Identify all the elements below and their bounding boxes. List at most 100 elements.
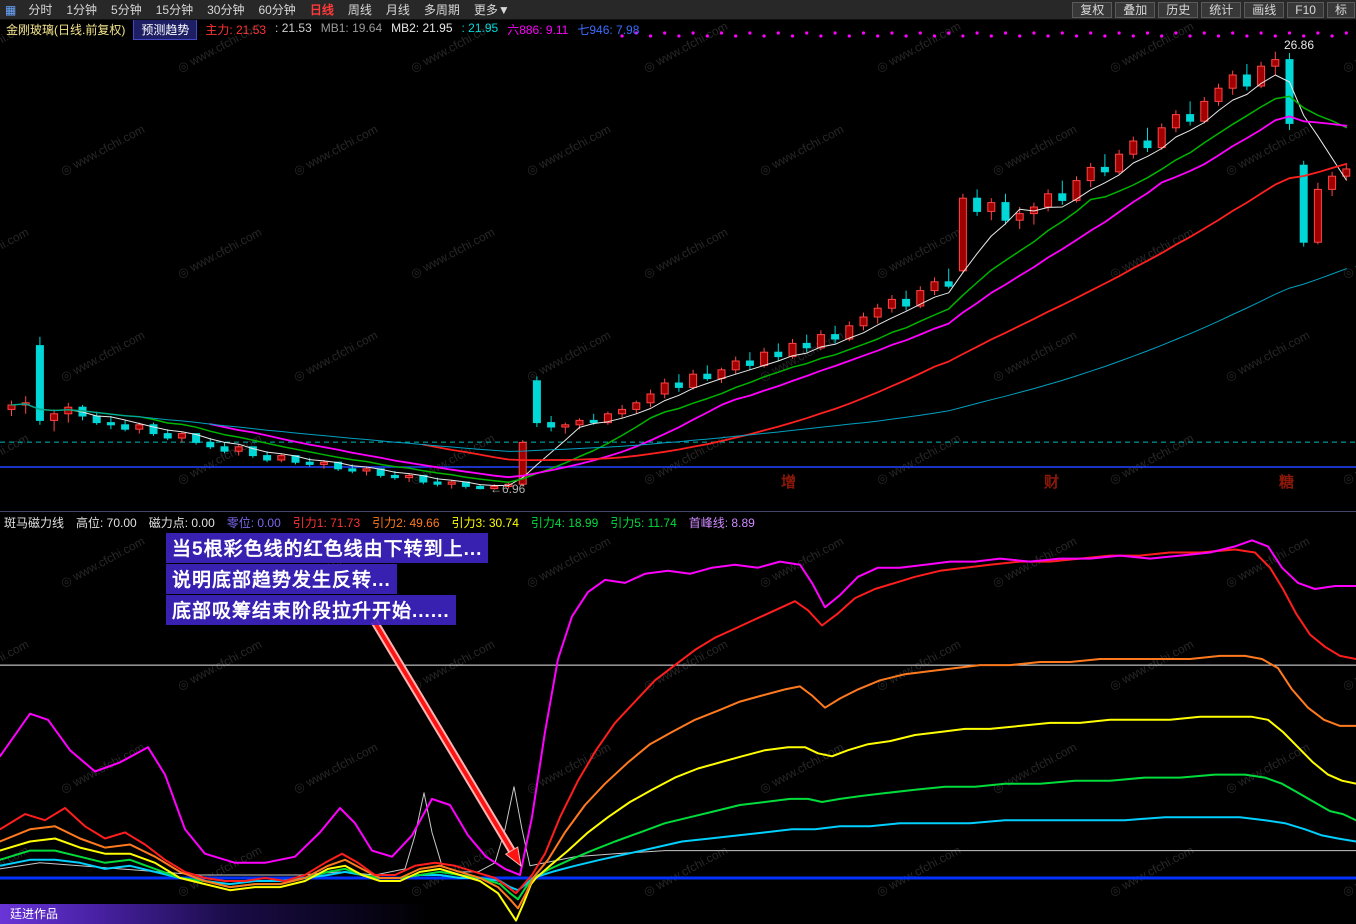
toolbar-item-分时[interactable]: 分时 [28,3,53,17]
site-watermark: ◎ www.cfchi.com [175,430,264,488]
toolbar-item-15分钟[interactable]: 15分钟 [155,3,194,17]
indicator-value-8: 首峰线: 8.89 [688,516,755,530]
site-watermark: ◎ www.cfchi.com [408,430,497,488]
site-watermark: ◎ www.cfchi.com [524,121,613,179]
toolbar-button-统计[interactable]: 统计 [1201,1,1242,18]
site-watermark: ◎ www.cfchi.com [641,842,730,900]
toolbar-item-多周期[interactable]: 多周期 [423,3,460,17]
stock-title: 金刚玻璃(日线.前复权) [6,23,126,37]
title-value-0: 主力: 21.53 [205,23,267,37]
site-watermark: ◎ www.cfchi.com [1223,327,1312,385]
site-watermark: ◎ www.cfchi.com [0,430,31,487]
chart-bottom-mark-3: 糖 [1279,474,1295,491]
site-watermark: ◎ www.cfchi.com [175,842,264,900]
site-watermark: ◎ www.cfchi.com [524,327,613,385]
site-watermark: ◎ www.cfchi.com [408,842,497,900]
site-watermark: ◎ www.cfchi.com [757,739,846,797]
toolbar-item-1分钟[interactable]: 1分钟 [66,3,98,17]
indicator-value-5: 引力3: 30.74 [451,516,519,530]
site-watermark: ◎ www.cfchi.com [1340,224,1356,282]
annotation-line-1: 当5根彩色线的红色线由下转到上... [166,533,489,563]
toolbar-item-60分钟[interactable]: 60分钟 [258,3,296,17]
annotation-box: 当5根彩色线的红色线由下转到上... 说明底部趋势发生反转... 底部吸筹结束阶段拉… [166,533,489,626]
site-watermark: ◎ www.cfchi.com [1340,842,1356,900]
indicator-value-3: 引力1: 71.73 [292,516,361,530]
low-price-label: ←6.96 [490,482,526,496]
chart-bottom-mark-1: 增 [781,474,797,491]
site-watermark: ◎ www.cfchi.com [291,327,380,385]
site-watermark: ◎ www.cfchi.com [58,121,147,179]
trend-button[interactable]: 预测趋势 [133,19,198,40]
site-watermark: ◎ www.cfchi.com [641,224,730,282]
status-label: 廷进作品 [10,907,59,921]
indicator-value-2: 零位: 0.00 [226,516,281,530]
site-watermark: ◎ www.cfchi.com [1107,636,1196,694]
toolbar-item-日线[interactable]: 日线 [309,3,334,17]
site-watermark: ◎ www.cfchi.com [1107,224,1196,282]
title-value-3: MB2: 21.95 [391,21,453,35]
site-watermark: ◎ www.cfchi.com [1107,842,1196,900]
site-watermark: ◎ www.cfchi.com [757,121,846,179]
toolbar-button-复权[interactable]: 复权 [1072,1,1113,18]
site-watermark: ◎ www.cfchi.com [58,327,147,385]
site-watermark: ◎ www.cfchi.com [874,636,963,694]
title-value-1: : 21.53 [275,21,312,35]
annotation-line-3: 底部吸筹结束阶段拉升开始...... [166,595,456,625]
site-watermark: ◎ www.cfchi.com [874,842,963,900]
toolbar-item-更多▼[interactable]: 更多▼ [473,3,510,17]
toolbar-item-30分钟[interactable]: 30分钟 [207,3,245,17]
app-grid-icon[interactable]: ▦ [5,2,17,17]
site-watermark: ◎ www.cfchi.com [990,739,1079,797]
site-watermark: ◎ www.cfchi.com [757,327,846,385]
peak-price-label: 26.86 [1284,38,1315,52]
title-value-6: 七946: 7.98 [577,23,640,37]
panel-separator [0,511,1356,512]
site-watermark: ◎ www.cfchi.com [408,636,497,694]
indicator-header: 斑马磁力线 高位: 70.00 磁力点: 0.00 零位: 0.00 引力1: 71.… [4,514,755,531]
site-watermark: ◎ www.cfchi.com [990,327,1079,385]
toolbar-button-叠加[interactable]: 叠加 [1115,1,1156,18]
site-watermark: ◎ www.cfchi.com [58,533,147,591]
site-watermark: ◎ www.cfchi.com [1223,739,1312,797]
toolbar-right-group: 复权 叠加 历史 统计 画线 F10 标 [1069,1,1356,18]
toolbar-item-月线[interactable]: 月线 [385,3,410,17]
site-watermark: ◎ www.cfchi.com [1107,430,1196,488]
site-watermark: ◎ www.cfchi.com [0,224,31,281]
indicator-value-1: 磁力点: 0.00 [148,516,215,530]
toolbar-button-F10[interactable]: F10 [1287,1,1324,18]
site-watermark: ◎ www.cfchi.com [874,224,963,282]
toolbar-item-5分钟[interactable]: 5分钟 [111,3,142,17]
title-value-5: 六886: 9.11 [507,23,569,37]
site-watermark: ◎ www.cfchi.com [524,739,613,797]
site-watermark: ◎ www.cfchi.com [175,636,264,694]
site-watermark: ◎ www.cfchi.com [1223,533,1312,591]
site-watermark: ◎ www.cfchi.com [757,533,846,591]
toolbar-item-周线[interactable]: 周线 [347,3,372,17]
toolbar-left-group: 分时 1分钟 5分钟 15分钟 30分钟 60分钟 日线 周线 月线 多周期 更多▼ [21,1,516,18]
title-value-2: MB1: 19.64 [320,21,383,35]
site-watermark: ◎ www.cfchi.com [291,739,380,797]
site-watermark: ◎ www.cfchi.com [58,739,147,797]
indicator-value-0: 高位: 70.00 [76,516,137,530]
site-watermark: ◎ www.cfchi.com [641,636,730,694]
indicator-value-7: 引力5: 11.74 [610,516,677,530]
site-watermark: ◎ www.cfchi.com [291,121,380,179]
title-value-4: : 21.95 [461,21,499,35]
chart-bottom-mark-2: 财 [1044,474,1060,491]
indicator-value-6: 引力4: 18.99 [530,516,599,530]
site-watermark: ◎ www.cfchi.com [990,121,1079,179]
toolbar-button-历史[interactable]: 历史 [1158,1,1199,18]
status-bar: 廷进作品 [0,904,1356,924]
site-watermark: ◎ www.cfchi.com [0,842,31,899]
site-watermark: ◎ www.cfchi.com [1340,636,1356,694]
title-values: 主力: 21.53 : 21.53 MB1: 19.64 MB2: 21.95 : 21… [205,21,639,38]
toolbar-button-标[interactable]: 标 [1326,1,1355,18]
title-bar: 金刚玻璃(日线.前复权) 预测趋势 主力: 21.53 : 21.53 MB1: 1… [0,19,1356,40]
indicator-value-4: 引力2: 49.66 [372,516,440,530]
annotation-line-2: 说明底部趋势发生反转... [166,564,397,594]
site-watermark: ◎ www.cfchi.com [641,430,730,488]
toolbar-button-画线[interactable]: 画线 [1244,1,1285,18]
site-watermark: ◎ www.cfchi.com [408,224,497,282]
